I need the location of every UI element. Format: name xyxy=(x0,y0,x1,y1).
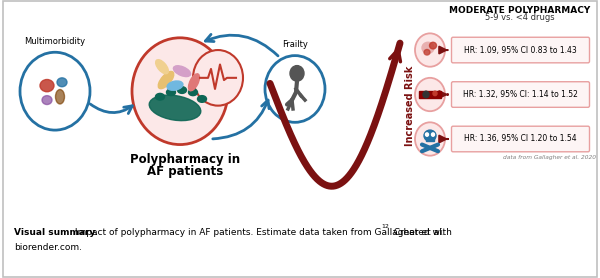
Ellipse shape xyxy=(158,71,174,89)
Circle shape xyxy=(290,66,304,81)
Ellipse shape xyxy=(149,95,201,121)
Text: Increased Risk: Increased Risk xyxy=(405,65,415,146)
Ellipse shape xyxy=(430,42,437,49)
Ellipse shape xyxy=(40,80,54,92)
Circle shape xyxy=(415,78,445,111)
Circle shape xyxy=(415,33,445,67)
Circle shape xyxy=(20,52,90,130)
Text: Polypharmacy in: Polypharmacy in xyxy=(130,153,240,167)
Ellipse shape xyxy=(178,87,187,93)
Text: AF patients: AF patients xyxy=(147,165,223,178)
Text: HR: 1.32, 95% CI: 1.14 to 1.52: HR: 1.32, 95% CI: 1.14 to 1.52 xyxy=(463,90,578,99)
Ellipse shape xyxy=(42,96,52,105)
Ellipse shape xyxy=(57,78,67,87)
Ellipse shape xyxy=(56,90,65,104)
Text: Visual summary.: Visual summary. xyxy=(14,229,98,237)
FancyArrowPatch shape xyxy=(213,100,269,139)
FancyArrowPatch shape xyxy=(90,104,132,113)
Ellipse shape xyxy=(424,130,436,141)
FancyBboxPatch shape xyxy=(452,82,589,107)
Text: data from Gallagher et al. 2020: data from Gallagher et al. 2020 xyxy=(503,155,596,160)
FancyBboxPatch shape xyxy=(452,126,589,152)
Circle shape xyxy=(431,133,434,136)
Circle shape xyxy=(132,38,228,145)
Ellipse shape xyxy=(167,89,176,96)
Ellipse shape xyxy=(155,60,169,74)
Bar xyxy=(426,136,434,141)
Ellipse shape xyxy=(422,42,434,53)
Text: MODERATE POLYPHARMACY: MODERATE POLYPHARMACY xyxy=(449,6,590,14)
Text: 12: 12 xyxy=(382,224,389,229)
Text: Created with: Created with xyxy=(388,229,452,237)
Circle shape xyxy=(423,91,429,98)
Text: 5-9 vs. <4 drugs: 5-9 vs. <4 drugs xyxy=(485,13,555,22)
Text: Multimorbidity: Multimorbidity xyxy=(25,37,86,46)
Circle shape xyxy=(265,56,325,122)
Ellipse shape xyxy=(167,81,183,90)
FancyArrowPatch shape xyxy=(205,34,278,56)
Ellipse shape xyxy=(188,74,199,91)
Ellipse shape xyxy=(424,49,430,55)
FancyBboxPatch shape xyxy=(452,37,589,63)
Ellipse shape xyxy=(197,96,206,102)
Bar xyxy=(419,91,441,98)
Circle shape xyxy=(433,91,437,96)
Ellipse shape xyxy=(173,66,191,76)
Circle shape xyxy=(425,133,428,136)
Ellipse shape xyxy=(188,89,197,96)
Ellipse shape xyxy=(155,93,164,100)
Text: Impact of polypharmacy in AF patients. Estimate data taken from Gallagher et al.: Impact of polypharmacy in AF patients. E… xyxy=(71,229,444,237)
Text: Frailty: Frailty xyxy=(282,40,308,49)
Text: biorender.com.: biorender.com. xyxy=(14,243,82,252)
Text: HR: 1.09, 95% CI 0.83 to 1.43: HR: 1.09, 95% CI 0.83 to 1.43 xyxy=(464,46,577,54)
Circle shape xyxy=(193,50,243,106)
Text: HR: 1.36, 95% CI 1.20 to 1.54: HR: 1.36, 95% CI 1.20 to 1.54 xyxy=(464,135,577,143)
Circle shape xyxy=(415,122,445,156)
